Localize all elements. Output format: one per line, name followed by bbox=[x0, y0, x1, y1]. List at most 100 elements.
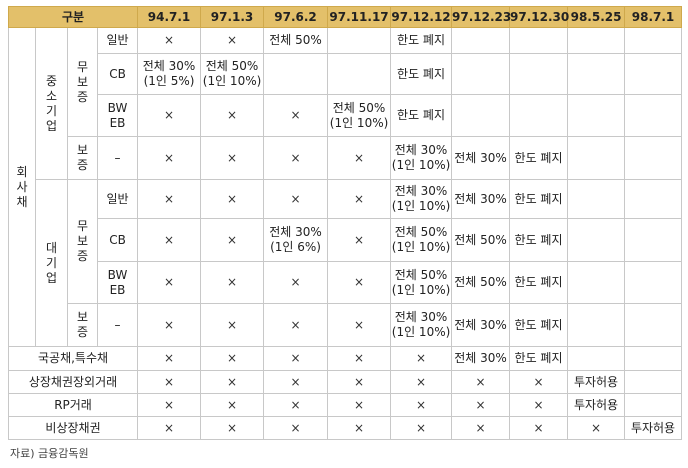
row-large-bweb: BW EB × × × × 전체 50% (1인 10%) 전체 50% 한도 폐지 bbox=[9, 261, 683, 304]
table-cell bbox=[624, 393, 683, 417]
table-cell: × bbox=[200, 370, 265, 394]
cell-line: (1인 10%) bbox=[329, 115, 389, 130]
header-date: 94.7.1 bbox=[137, 6, 202, 28]
table-cell: 투자허용 bbox=[567, 393, 626, 417]
header-date: 97.12.12 bbox=[390, 6, 453, 28]
row-label: RP거래 bbox=[7, 393, 139, 417]
table-cell bbox=[567, 261, 626, 304]
table-cell: 투자허용 bbox=[567, 370, 626, 394]
cell-line: (1인 10%) bbox=[391, 282, 451, 297]
table-cell: × bbox=[137, 416, 202, 440]
table-cell: × bbox=[327, 346, 392, 371]
table-cell bbox=[624, 346, 683, 371]
row-label: 비상장채권 bbox=[7, 416, 139, 440]
table-cell: × bbox=[567, 416, 626, 440]
table-cell: 전체 50% bbox=[263, 27, 329, 54]
table-cell bbox=[567, 303, 626, 347]
table-cell: 한도 폐지 bbox=[509, 218, 569, 262]
table-cell bbox=[624, 303, 683, 347]
table-cell: × bbox=[327, 179, 392, 219]
table-cell: 전체 50% (1인 10%) bbox=[390, 218, 453, 262]
table-cell: 전체 30% bbox=[451, 303, 511, 347]
table-cell: 전체 30% bbox=[451, 179, 511, 219]
table-cell: × bbox=[200, 94, 265, 137]
row-sme-cb: CB 전체 30% (1인 5%) 전체 50% (1인 10%) 한도 폐지 bbox=[9, 53, 683, 95]
header-date: 97.6.2 bbox=[263, 6, 329, 28]
table-cell: × bbox=[327, 136, 392, 180]
table-cell: × bbox=[137, 94, 202, 137]
table-cell bbox=[567, 346, 626, 371]
table-cell: × bbox=[137, 346, 202, 371]
table-cell bbox=[567, 94, 626, 137]
table-cell: 한도 폐지 bbox=[509, 303, 569, 347]
table-cell: × bbox=[451, 416, 511, 440]
table-cell: 투자허용 bbox=[624, 416, 683, 440]
table-cell: × bbox=[390, 370, 453, 394]
table-cell: × bbox=[390, 416, 453, 440]
cell-line: (1인 10%) bbox=[391, 325, 451, 339]
table-cell: × bbox=[509, 416, 569, 440]
cell-line: 전체 50% bbox=[205, 59, 259, 73]
table-cell bbox=[327, 27, 392, 54]
cell-line: (1인 10%) bbox=[202, 74, 262, 88]
table-cell: × bbox=[137, 393, 202, 417]
table-cell: × bbox=[509, 370, 569, 394]
table-cell bbox=[451, 53, 511, 95]
cell-line: (1인 10%) bbox=[391, 158, 451, 172]
table-cell bbox=[624, 179, 683, 219]
table-cell bbox=[567, 27, 626, 54]
table-cell: × bbox=[263, 370, 329, 394]
table-cell: × bbox=[137, 261, 202, 304]
cell-line: (1인 10%) bbox=[391, 240, 451, 254]
table-cell bbox=[567, 179, 626, 219]
table-cell bbox=[263, 53, 329, 95]
table-cell: 한도 폐지 bbox=[509, 261, 569, 304]
table-cell bbox=[624, 27, 683, 54]
row-rp: RP거래 × × × × × × × 투자허용 bbox=[7, 393, 683, 417]
table-cell: × bbox=[327, 261, 392, 304]
table-cell bbox=[624, 94, 683, 137]
table-cell: × bbox=[263, 179, 329, 219]
header-date: 97.12.30 bbox=[509, 6, 569, 28]
table-cell: × bbox=[200, 261, 265, 304]
table-cell: × bbox=[200, 179, 265, 219]
table-cell: × bbox=[327, 370, 392, 394]
table-cell: × bbox=[200, 218, 265, 262]
row-sme-bweb: BW EB × × × 전체 50% (1인 10%) 한도 폐지 bbox=[9, 94, 683, 137]
table-cell: × bbox=[263, 136, 329, 180]
table-cell bbox=[567, 53, 626, 95]
cell-line: (1인 10%) bbox=[391, 199, 451, 213]
header-date: 98.7.1 bbox=[624, 6, 683, 28]
table-cell: 전체 30% (1인 10%) bbox=[390, 179, 453, 219]
table-cell bbox=[567, 136, 626, 180]
table-cell bbox=[509, 27, 569, 54]
row-label: 국공채,특수채 bbox=[7, 346, 139, 371]
table-cell bbox=[624, 261, 683, 304]
table-cell: × bbox=[327, 416, 392, 440]
type-general: 일반 bbox=[96, 27, 139, 54]
table-cell bbox=[327, 53, 392, 95]
table-cell: 전체 50% (1인 10%) bbox=[327, 94, 392, 137]
table-cell: × bbox=[200, 303, 265, 347]
table-cell: 한도 폐지 bbox=[390, 27, 453, 54]
cell-line: 전체 50% bbox=[332, 100, 386, 115]
table-cell bbox=[624, 218, 683, 262]
table-cell: 한도 폐지 bbox=[509, 136, 569, 180]
table-cell: 한도 폐지 bbox=[390, 53, 453, 95]
table-cell: 전체 50% bbox=[451, 218, 511, 262]
type-dash: – bbox=[96, 136, 139, 180]
table-cell: 전체 30% (1인 6%) bbox=[263, 218, 329, 262]
table-cell: × bbox=[327, 393, 392, 417]
header-date: 97.11.17 bbox=[327, 6, 392, 28]
table-cell: × bbox=[200, 136, 265, 180]
cell-line: 전체 50% bbox=[394, 267, 448, 282]
table-cell: × bbox=[200, 393, 265, 417]
table-cell: × bbox=[137, 303, 202, 347]
cell-line: 전체 50% bbox=[394, 225, 448, 239]
table-cell: × bbox=[451, 393, 511, 417]
